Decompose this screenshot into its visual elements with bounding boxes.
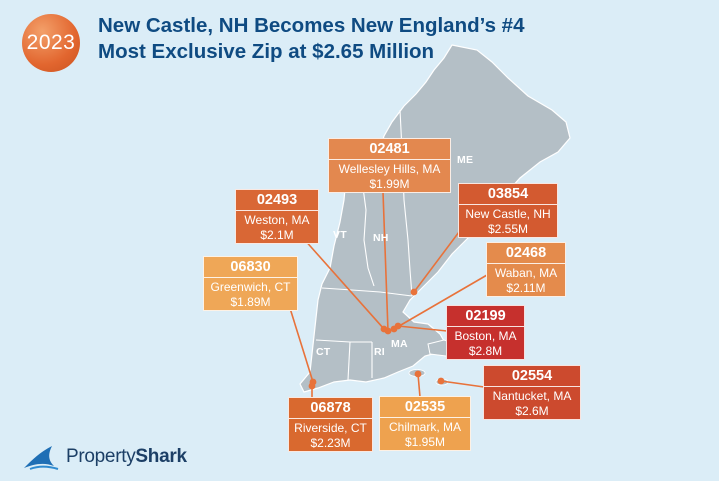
page-title: New Castle, NH Becomes New England’s #4 …: [98, 13, 618, 65]
leader-greenwich: [288, 304, 314, 383]
leader-nantucket-dot: [437, 377, 445, 385]
callout-place: Nantucket, MA: [492, 388, 572, 403]
leader-boston: [397, 325, 448, 332]
callout-place: Riverside, CT: [294, 420, 367, 435]
callout-price: $2.55M: [487, 221, 529, 236]
callout-zip: 06830: [204, 258, 297, 278]
callout-new-castle: 03854 New Castle, NH $2.55M: [458, 183, 558, 238]
callout-zip: 03854: [459, 185, 557, 205]
callout-price: $2.8M: [468, 343, 503, 358]
shark-fin-icon: [24, 446, 59, 470]
callout-weston: 02493 Weston, MA $2.1M: [235, 189, 319, 244]
leader-chilmark-dot: [414, 370, 422, 378]
callout-price: $1.89M: [230, 294, 271, 309]
state-label-me: ME: [457, 154, 474, 166]
year-text: 2023: [26, 31, 76, 54]
state-label-ri: RI: [374, 346, 385, 358]
state-label-vt: VT: [333, 229, 347, 241]
callout-place: Waban, MA: [494, 265, 558, 280]
callout-zip: 02468: [487, 244, 565, 264]
callout-price: $2.6M: [515, 403, 549, 418]
state-label-ct: CT: [316, 346, 331, 358]
title-line-2: Most Exclusive Zip at $2.65 Million: [98, 40, 435, 63]
leader-waban: [393, 274, 488, 330]
callout-zip: 06878: [289, 399, 372, 419]
callout-price: $1.95M: [404, 434, 446, 449]
callout-place: New Castle, NH: [465, 206, 551, 221]
callout-price: $2.1M: [260, 227, 294, 242]
title-line-1: New Castle, NH Becomes New England’s #4: [98, 14, 525, 37]
logo-text-shark: Shark: [135, 446, 187, 467]
logo-text-property: Property: [66, 446, 136, 467]
callout-place: Weston, MA: [244, 212, 310, 227]
leader-boston-dot: [394, 322, 402, 330]
leader-weston: [302, 237, 385, 330]
callout-place: Greenwich, CT: [210, 279, 291, 294]
callout-place: Boston, MA: [454, 328, 517, 343]
state-label-ma: MA: [391, 338, 408, 350]
leader-lines: [288, 191, 488, 398]
state-label-nh: NH: [373, 232, 389, 244]
leader-new-castle: [413, 227, 463, 293]
leader-wellesley: [382, 191, 389, 332]
callout-boston: 02199 Boston, MA $2.8M: [446, 305, 525, 360]
callout-zip: 02535: [380, 398, 470, 418]
callout-zip: 02199: [447, 307, 524, 327]
callout-zip: 02554: [484, 367, 580, 387]
callout-place: Chilmark, MA: [388, 419, 461, 434]
leader-riverside-dot: [308, 382, 316, 390]
callout-nantucket: 02554 Nantucket, MA $2.6M: [483, 365, 581, 420]
propertyshark-logo: PropertyShark: [22, 440, 222, 474]
leader-nantucket: [440, 380, 485, 388]
callout-place: Wellesley Hills, MA: [338, 161, 441, 176]
callout-zip: 02493: [236, 191, 318, 211]
leader-chilmark: [417, 373, 421, 398]
callout-price: $2.23M: [310, 435, 351, 450]
leader-weston-dot: [380, 325, 388, 333]
year-badge: 2023: [22, 14, 80, 72]
callout-greenwich: 06830 Greenwich, CT $1.89M: [203, 256, 298, 311]
callout-price: $2.11M: [506, 280, 546, 295]
callout-zip: 02481: [329, 140, 450, 160]
callout-price: $1.99M: [369, 176, 410, 191]
callout-waban: 02468 Waban, MA $2.11M: [486, 242, 566, 297]
callout-wellesley-hills: 02481 Wellesley Hills, MA $1.99M: [328, 138, 451, 193]
leader-new-castle-dot: [410, 288, 418, 296]
callout-riverside: 06878 Riverside, CT $2.23M: [288, 397, 373, 452]
callout-chilmark: 02535 Chilmark, MA $1.95M: [379, 396, 471, 451]
